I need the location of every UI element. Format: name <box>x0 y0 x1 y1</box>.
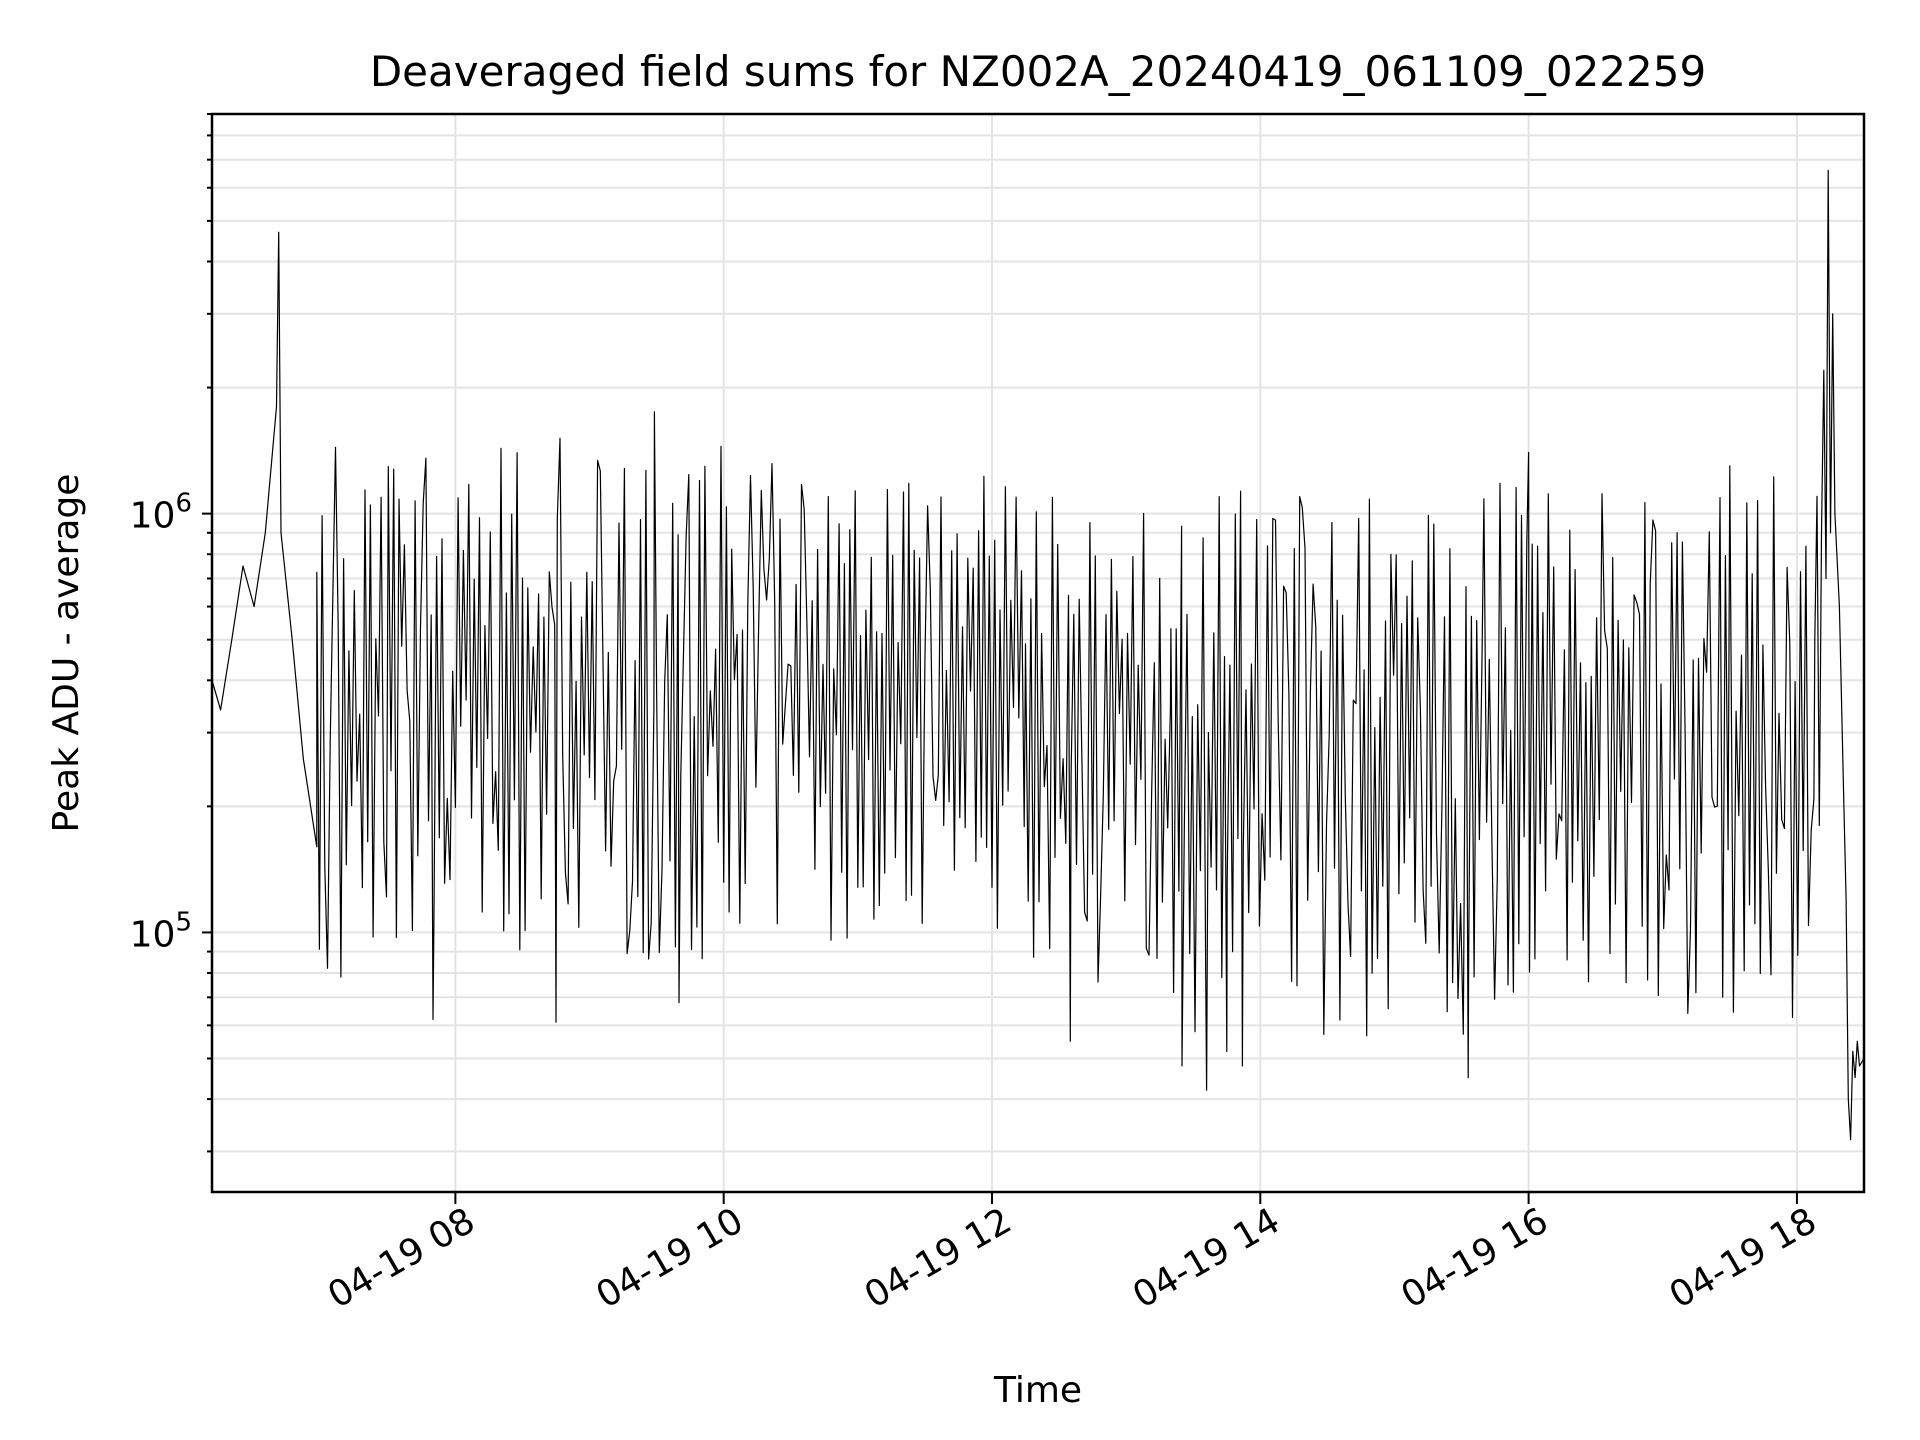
chart-title: Deaveraged field sums for NZ002A_2024041… <box>370 47 1706 96</box>
y-tick-base: 10 <box>130 496 176 537</box>
y-tick-exponent: 5 <box>175 907 192 937</box>
x-axis-label: Time <box>993 1370 1082 1411</box>
y-tick-base: 10 <box>130 914 176 955</box>
series-line <box>212 169 1864 1141</box>
plot-frame <box>210 112 1866 1194</box>
y-tick-label: 105 <box>130 907 192 955</box>
y-tick-label: 106 <box>130 489 192 537</box>
y-tick-exponent: 6 <box>175 489 192 519</box>
series-layer <box>212 169 1864 1141</box>
y-axis-label: Peak ADU - average <box>46 474 87 833</box>
